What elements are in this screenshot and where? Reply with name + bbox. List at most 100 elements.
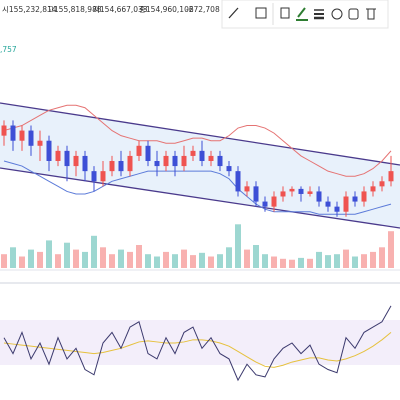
volume-bar — [1, 254, 7, 268]
candle-body — [127, 155, 133, 172]
candle-body — [352, 196, 358, 202]
candle-body — [136, 145, 142, 156]
volume-bar — [289, 259, 295, 268]
candle-body — [118, 161, 124, 172]
oscillator-signal — [3, 332, 392, 368]
candle-body — [163, 155, 169, 167]
volume-bar — [37, 251, 43, 268]
candle-body — [73, 155, 79, 167]
header-change: -272,708 (-0.18 — [186, 5, 245, 14]
candle-body — [226, 166, 232, 172]
candle-body — [370, 186, 376, 192]
bollinger-upper — [3, 104, 392, 177]
volume-bar — [199, 252, 205, 268]
volume-bar — [307, 258, 313, 268]
candle-body — [289, 188, 295, 192]
volume-bar — [298, 257, 304, 268]
candle-body — [46, 140, 52, 161]
volume-bar — [334, 254, 340, 268]
channel-upper — [0, 102, 400, 166]
tool-trendline[interactable] — [228, 7, 239, 19]
candle-body — [316, 191, 322, 202]
volume-bar — [55, 254, 61, 268]
tool-shape[interactable] — [255, 7, 267, 19]
candle-body — [181, 155, 187, 167]
volume-bar — [10, 247, 16, 268]
volume-bar — [181, 249, 187, 268]
candle-body — [190, 150, 196, 156]
candle-body — [19, 130, 25, 141]
candle-body — [307, 191, 313, 194]
volume-bar — [64, 242, 70, 268]
volume-bar — [91, 235, 97, 268]
volume-bar — [127, 251, 133, 268]
candle-body — [64, 150, 70, 167]
candle-body — [145, 145, 151, 161]
candle-body — [91, 171, 97, 182]
volume-bar — [280, 258, 286, 268]
volume-bar — [361, 254, 367, 268]
volume-bar — [235, 224, 241, 268]
candle-body — [388, 171, 394, 182]
oscillator-line — [3, 305, 392, 382]
toolbar-box — [221, 0, 389, 29]
candle-body — [154, 161, 160, 167]
candle-body — [298, 188, 304, 194]
drawing-toolbar — [221, 0, 389, 29]
volume-bar — [136, 245, 142, 268]
candle-body — [28, 130, 34, 146]
candle-body — [280, 191, 286, 197]
volume-bar — [154, 256, 160, 268]
side-label: ,757 — [0, 45, 17, 54]
volume-bar — [46, 240, 52, 268]
tool-line-width[interactable] — [314, 9, 324, 20]
volume-bar — [316, 251, 322, 268]
volume-bar — [109, 254, 115, 268]
header-low: 저154,667,033 — [93, 5, 148, 14]
candle-body — [262, 201, 268, 207]
candle-body — [109, 161, 115, 172]
volume-bar — [379, 247, 385, 268]
volume-bar — [82, 251, 88, 268]
volume-bar — [28, 249, 34, 268]
candle-body — [100, 171, 106, 182]
candle-body — [343, 196, 349, 212]
volume-bar — [370, 251, 376, 268]
candle-body — [244, 186, 250, 192]
volume-bar — [325, 255, 331, 268]
volume-bar — [217, 254, 223, 268]
tool-lock[interactable] — [348, 8, 359, 20]
volume-bar — [145, 254, 151, 268]
candle-body — [361, 191, 367, 202]
candle-body — [82, 155, 88, 172]
candle-body — [10, 125, 16, 141]
volume-bar — [343, 249, 349, 268]
candle-body — [37, 140, 43, 146]
candle-body — [253, 186, 259, 202]
volume-bar — [172, 254, 178, 268]
candle-body — [379, 181, 385, 187]
volume-bar — [190, 255, 196, 268]
tool-template[interactable] — [280, 7, 290, 19]
volume-bar — [118, 249, 124, 268]
tool-settings[interactable] — [331, 8, 343, 20]
header-high: 고155,818,988 — [47, 5, 102, 14]
volume-bar — [208, 256, 214, 268]
tool-brush[interactable] — [297, 7, 306, 18]
volume-bar — [73, 249, 79, 268]
volume-bar — [262, 254, 268, 268]
header-close: 종154,960,106 — [139, 5, 194, 14]
candle-body — [271, 196, 277, 207]
volume-bar — [244, 249, 250, 268]
candle-body — [199, 150, 205, 161]
volume-bar — [100, 247, 106, 268]
tool-delete[interactable] — [366, 8, 376, 20]
candle-body — [235, 171, 241, 192]
bollinger-lower — [3, 160, 392, 215]
candle-body — [172, 155, 178, 167]
volume-bar — [271, 256, 277, 268]
channel-fill — [0, 103, 400, 228]
volume-bar — [19, 256, 25, 268]
volume-bar — [253, 245, 259, 268]
